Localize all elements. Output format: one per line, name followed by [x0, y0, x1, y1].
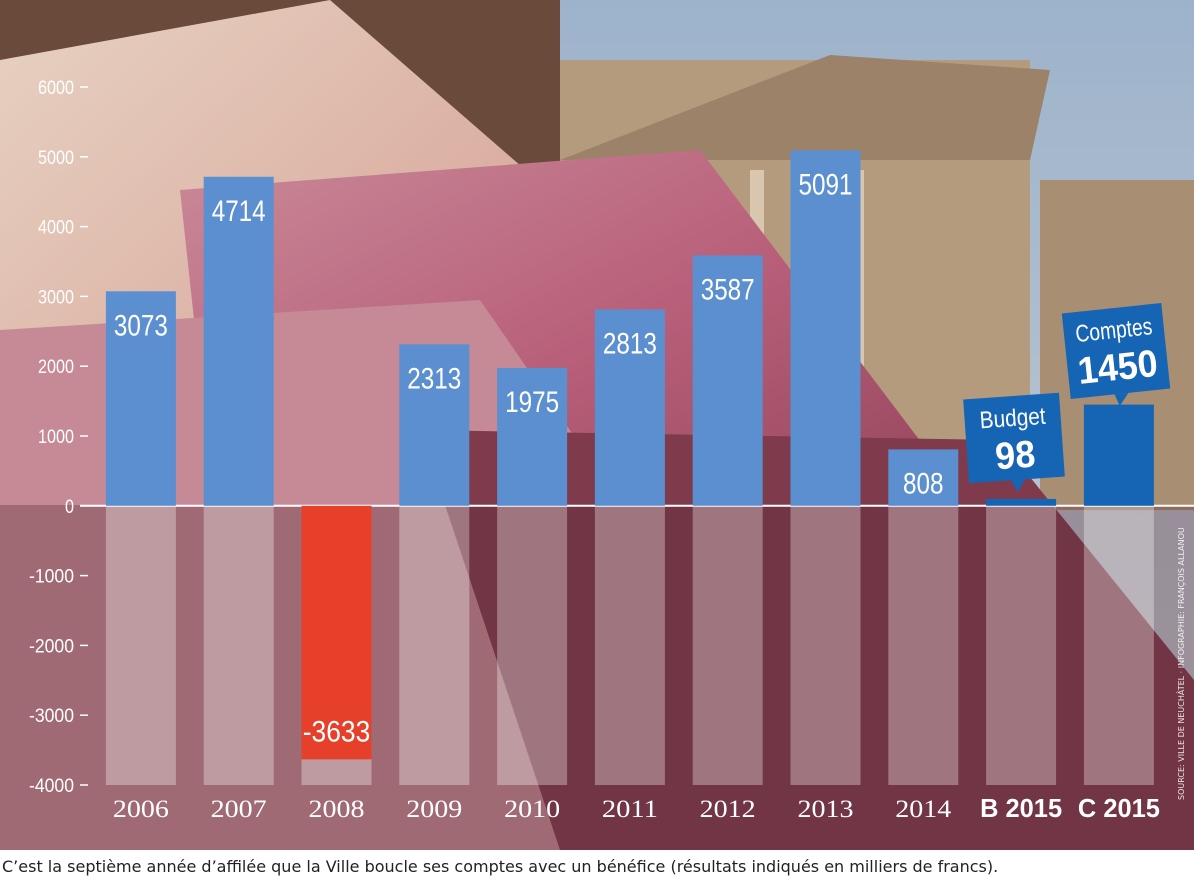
y-tick-label: 5000 [38, 148, 74, 169]
callout-tail [1010, 479, 1025, 492]
y-tick-label: 1000 [38, 427, 74, 448]
x-tick-label: 2010 [504, 796, 560, 823]
callout-value: 98 [994, 434, 1037, 479]
bar [986, 498, 1057, 506]
column-background [888, 505, 959, 785]
column-background [1083, 505, 1154, 785]
column-background [692, 505, 763, 785]
x-tick-label: 2008 [309, 796, 365, 823]
x-tick-label: 2009 [406, 796, 462, 823]
callout-tail [1114, 392, 1129, 406]
source-note: SOURCE: VILLE DE NEUCHÂTEL · INFOGRAPHIE… [1175, 527, 1186, 800]
bar [105, 291, 176, 506]
data-label: -3633 [303, 715, 371, 748]
caption: C’est la septième année d’affilée que la… [2, 857, 999, 876]
y-tick-label: -4000 [29, 776, 74, 797]
bar [1083, 404, 1154, 506]
bar [692, 255, 763, 506]
bar-chart: 6000 5000 4000 3000 2000 1000 0 -1000 -2000 -3000… [0, 0, 1194, 850]
data-label: 1975 [505, 386, 559, 419]
x-tick-label: B 2015 [980, 793, 1062, 823]
column-background [497, 505, 568, 785]
column-background [790, 505, 861, 785]
x-tick-label: 2012 [700, 796, 756, 823]
column-background [105, 505, 176, 785]
callout-box [963, 392, 1065, 484]
column-background [594, 505, 665, 785]
data-label: 2313 [407, 362, 461, 395]
column-backgrounds [105, 505, 1154, 785]
x-tick-label: 2006 [113, 796, 169, 823]
y-tick-label: 3000 [38, 287, 74, 308]
data-labels: 3073 4714 -3633 2313 1975 2813 3587 5091 808 [114, 168, 944, 748]
callout-box [1061, 303, 1171, 399]
x-tick-label: 2007 [211, 796, 267, 823]
bar [888, 449, 959, 506]
x-axis-ticks: 2006 2007 2008 2009 2010 2011 2012 2013 2014 B 20… [113, 793, 1160, 823]
bar [790, 150, 861, 506]
y-tick-label: -2000 [29, 636, 74, 657]
background-photo [0, 0, 1194, 850]
data-label: 2813 [603, 327, 657, 360]
y-tick-label: 2000 [38, 357, 74, 378]
y-tick-label: -1000 [29, 567, 74, 588]
data-label: 808 [903, 467, 944, 500]
x-tick-label: 2013 [798, 796, 854, 823]
data-label: 3073 [114, 309, 168, 342]
column-background [203, 505, 274, 785]
column-background [986, 505, 1057, 785]
x-tick-label: C 2015 [1078, 793, 1160, 823]
x-tick-label: 2014 [895, 796, 952, 823]
chart-area: 6000 5000 4000 3000 2000 1000 0 -1000 -2000 -3000… [0, 0, 1194, 850]
bar [594, 309, 665, 506]
column-background [399, 505, 470, 785]
data-label: 5091 [799, 168, 853, 201]
callout-value: 1450 [1076, 343, 1160, 393]
bars [105, 150, 1154, 760]
bar [203, 176, 274, 506]
y-tick-label: 4000 [38, 218, 74, 239]
bar [399, 344, 470, 506]
bar [497, 367, 568, 506]
data-label: 3587 [701, 273, 755, 306]
data-label: 4714 [212, 195, 266, 228]
y-tick-label: 0 [65, 497, 74, 518]
callout-label: Budget [979, 403, 1047, 435]
y-tick-label: -3000 [29, 706, 74, 727]
y-tick-label: 6000 [38, 78, 74, 99]
x-tick-label: 2011 [602, 796, 658, 823]
bar [301, 505, 372, 760]
y-axis-ticks: 6000 5000 4000 3000 2000 1000 0 -1000 -2000 -3000… [29, 78, 88, 797]
